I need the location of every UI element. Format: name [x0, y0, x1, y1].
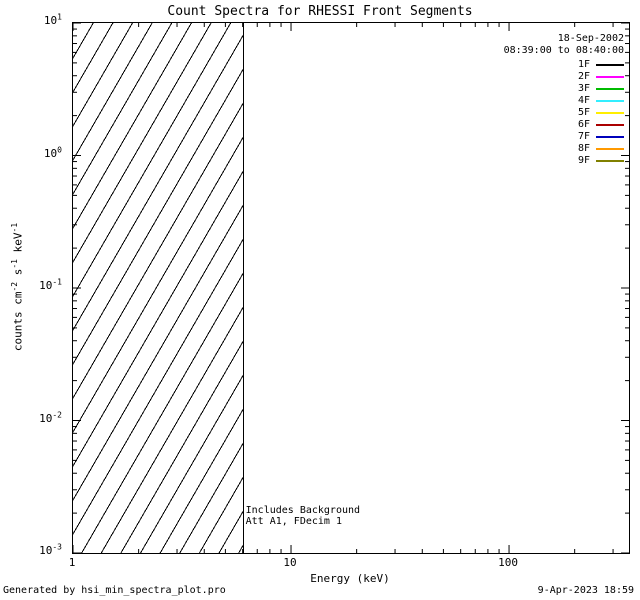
y-tick-label: 10-1 — [39, 277, 62, 292]
y-axis-tick-labels: 101 100 10-1 10-2 10-3 — [0, 13, 66, 557]
footer-timestamp: 9-Apr-2023 18:59 — [537, 585, 634, 596]
y-tick-label: 101 — [43, 12, 62, 27]
legend-entry-label: 3F — [577, 83, 590, 94]
legend-entry-label: 2F — [577, 71, 590, 82]
legend: 18-Sep-2002 08:39:00 to 08:40:00 1F 2F 3F 4… — [504, 33, 624, 167]
y-tick-label: 100 — [43, 144, 62, 160]
legend-entry: 2F — [504, 71, 624, 83]
y-tick-label: 10-3 — [39, 542, 62, 557]
legend-color-line — [596, 124, 624, 126]
legend-color-line — [596, 76, 624, 78]
legend-entry-label: 6F — [577, 119, 590, 130]
legend-color-line — [596, 100, 624, 102]
legend-time-range: 08:39:00 to 08:40:00 — [503, 45, 624, 56]
legend-entry: 6F — [504, 119, 624, 131]
legend-color-line — [596, 148, 624, 150]
legend-color-line — [596, 112, 624, 114]
legend-color-line — [596, 136, 624, 138]
legend-color-line — [596, 64, 624, 66]
legend-entry: 3F — [504, 83, 624, 95]
hatched-background-region — [73, 23, 243, 553]
legend-color-line — [596, 88, 624, 90]
legend-entry-label: 1F — [577, 59, 590, 70]
legend-entry-label: 7F — [577, 131, 590, 142]
legend-entry-label: 4F — [577, 95, 590, 106]
x-tick-label: 10 — [283, 556, 297, 569]
legend-entry: 9F — [504, 155, 624, 167]
attenuator-boundary-line — [242, 23, 244, 553]
legend-entry-label: 8F — [577, 143, 590, 154]
axis-ticks — [73, 23, 629, 553]
plot-area: 18-Sep-2002 08:39:00 to 08:40:00 1F 2F 3F 4… — [72, 22, 630, 554]
plot-annotations: Includes Background Att A1, FDecim 1 — [246, 505, 360, 527]
chart-title: Count Spectra for RHESSI Front Segments — [167, 4, 473, 19]
legend-entries: 1F 2F 3F 4F 5F 6F 7F 8F 9F — [504, 59, 624, 167]
x-axis-tick-labels: 1 10 100 — [68, 556, 628, 570]
legend-entry-label: 9F — [577, 155, 590, 166]
legend-entry: 7F — [504, 131, 624, 143]
legend-color-line — [596, 160, 624, 162]
legend-entry: 4F — [504, 95, 624, 107]
x-tick-label: 100 — [498, 556, 518, 569]
footer-generator-credit: Generated by hsi_min_spectra_plot.pro — [3, 585, 226, 596]
legend-date: 18-Sep-2002 — [557, 33, 624, 44]
y-tick-label: 10-2 — [39, 409, 62, 425]
legend-entry: 8F — [504, 143, 624, 155]
x-tick-label: 1 — [68, 556, 76, 569]
annotation-includes-background: Includes Background — [245, 505, 361, 516]
y-axis-title: counts cm-2 s-1 keV-1 — [9, 222, 25, 352]
x-axis-title: Energy (keV) — [310, 572, 390, 585]
legend-entry-label: 5F — [577, 107, 590, 118]
legend-entry: 1F — [504, 59, 624, 71]
annotation-attenuator-state: Att A1, FDecim 1 — [245, 516, 342, 527]
legend-entry: 5F — [504, 107, 624, 119]
